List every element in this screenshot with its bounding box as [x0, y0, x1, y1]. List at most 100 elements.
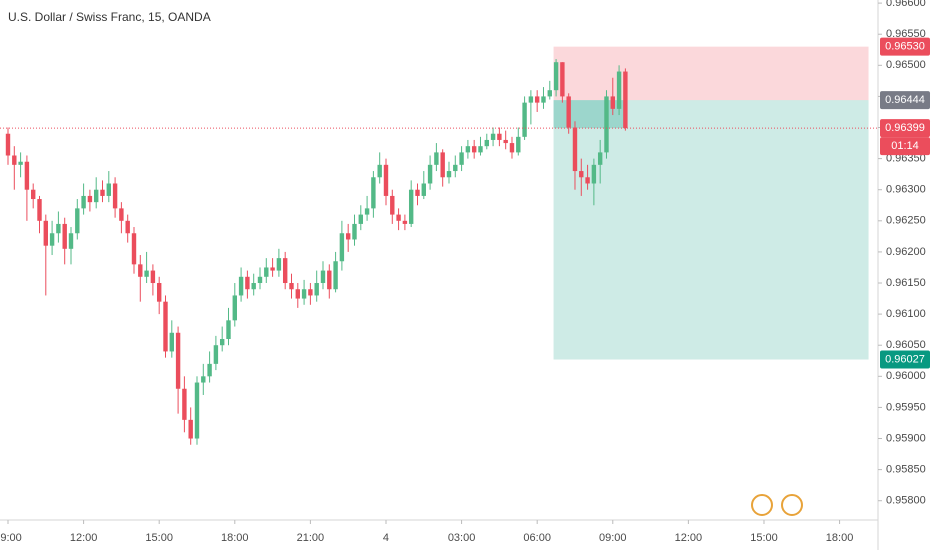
candle-body	[604, 96, 609, 153]
candle-body	[560, 62, 565, 97]
candle-body	[207, 363, 212, 377]
x-tick-label: 18:00	[826, 532, 854, 544]
candle-body	[509, 143, 515, 153]
stop-tag-label: 0.96530	[885, 41, 925, 53]
event-icon	[781, 494, 803, 516]
candle-body	[597, 152, 603, 165]
countdown-label: 01:14	[891, 140, 919, 152]
candle-body	[131, 233, 137, 265]
candle-body	[125, 220, 130, 234]
candle-body	[43, 220, 49, 246]
candle-body	[522, 102, 527, 137]
candle-body	[194, 382, 200, 439]
chart-title: U.S. Dollar / Swiss Franc, 15, OANDA	[8, 10, 211, 24]
candle-body	[188, 419, 193, 439]
y-tick-label: 0.95800	[886, 495, 926, 507]
candle-body	[610, 96, 615, 109]
candle-body	[585, 177, 590, 184]
candle-body	[144, 270, 149, 277]
candle-body	[591, 164, 597, 184]
y-tick-label: 0.96150	[886, 277, 926, 289]
candle-body	[541, 96, 546, 103]
candle-body	[156, 283, 162, 302]
y-tick-label: 0.96000	[886, 370, 926, 382]
candle-body	[572, 127, 578, 172]
candle-body	[301, 289, 307, 299]
candle-body	[459, 152, 464, 165]
x-tick-label: 03:00	[448, 532, 476, 544]
candle-body	[106, 183, 112, 196]
last-price-tag	[880, 119, 930, 138]
candle-body	[616, 71, 622, 109]
countdown-tag	[880, 137, 930, 156]
candle-body	[327, 270, 332, 290]
candle-body	[62, 223, 67, 249]
candle-body	[12, 155, 17, 165]
candle-body	[396, 214, 401, 221]
candle-body	[333, 261, 338, 290]
candle-body	[484, 139, 489, 147]
y-tick-label: 0.96550	[886, 28, 926, 40]
candle-body	[377, 164, 382, 178]
target-tag	[880, 350, 930, 369]
stop-zone	[553, 46, 869, 101]
candle-body	[415, 189, 420, 196]
candle-body	[465, 146, 471, 153]
y-tick-label: 0.96050	[886, 339, 926, 351]
candle-body	[320, 270, 326, 284]
event-icons	[751, 494, 803, 516]
y-tick-label: 0.95900	[886, 432, 926, 444]
candle-body	[175, 332, 181, 389]
candle-body	[232, 295, 237, 321]
candle-body	[427, 164, 433, 184]
candle-body	[503, 139, 508, 144]
candle-body	[371, 177, 376, 209]
candle-body	[421, 183, 426, 196]
candle-body	[138, 264, 143, 277]
candle-body	[579, 171, 584, 178]
candle-body	[100, 189, 105, 196]
x-tick-label: 12:00	[70, 532, 98, 544]
candle-body	[453, 164, 458, 172]
event-icon	[751, 494, 773, 516]
candle-body	[264, 267, 269, 277]
candle-body	[119, 208, 124, 221]
target-zone	[553, 100, 869, 360]
candle-body	[478, 146, 483, 153]
y-tick-label: 0.96350	[886, 153, 926, 165]
y-tick-label: 0.96300	[886, 184, 926, 196]
x-tick-label: 15:00	[145, 532, 173, 544]
x-tick-label: 12:00	[675, 532, 703, 544]
candle-body	[434, 152, 439, 165]
candle-body	[490, 133, 496, 140]
candle-body	[226, 320, 231, 339]
candle-body	[339, 233, 345, 262]
last-price-tag-label: 0.96399	[885, 122, 925, 134]
candle-body	[276, 258, 282, 271]
candle-body	[446, 171, 452, 178]
stop-tag	[880, 37, 930, 56]
candle-body	[18, 161, 23, 165]
candle-body	[75, 208, 80, 234]
candle-body	[402, 220, 408, 224]
candle-body	[408, 189, 414, 224]
candle-body	[516, 136, 521, 153]
x-tick-label: 09:00	[0, 532, 22, 544]
candle-body	[251, 283, 256, 290]
candle-body	[201, 376, 206, 383]
candle-body	[547, 90, 552, 97]
candle-body	[245, 276, 250, 290]
candle-body	[390, 195, 395, 215]
candle-body	[93, 189, 99, 203]
candle-body	[24, 161, 30, 190]
candle-body	[219, 338, 225, 346]
candle-body	[553, 62, 559, 91]
candle-body	[534, 96, 540, 103]
candle-body	[270, 267, 275, 271]
candle-body	[30, 189, 36, 200]
y-tick-label: 0.96250	[886, 215, 926, 227]
candle-body	[345, 233, 351, 240]
